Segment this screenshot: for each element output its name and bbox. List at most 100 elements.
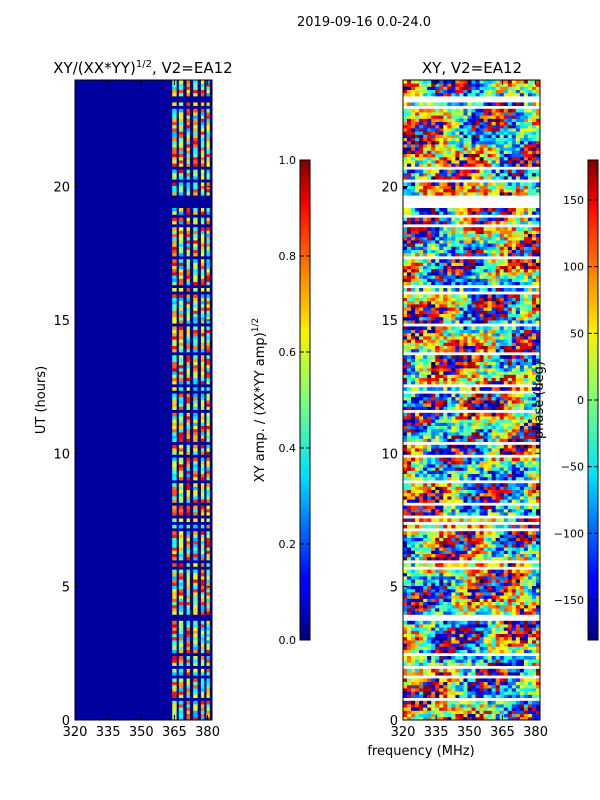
phase-cell — [403, 294, 408, 298]
phase-cell — [455, 691, 460, 695]
phase-cell — [455, 435, 460, 439]
phase-cell — [515, 297, 521, 302]
phase-cell — [519, 406, 525, 410]
phase-cell — [523, 620, 529, 625]
amplitude-cell — [178, 140, 184, 145]
amplitude-cell — [178, 550, 184, 554]
amplitude-cell — [172, 128, 177, 132]
phase-cell — [519, 691, 525, 695]
phase-cell — [451, 368, 456, 372]
phase-cell — [483, 297, 489, 302]
phase-cell — [435, 310, 440, 314]
amplitude-cell — [193, 230, 198, 234]
phase-cell — [503, 595, 509, 599]
phase-cell — [439, 585, 444, 590]
phase-cell — [423, 505, 428, 510]
phase-cell — [467, 396, 472, 401]
phase-cell — [415, 540, 420, 545]
phase-cell — [511, 656, 517, 660]
phase-cell — [451, 640, 456, 644]
phase-cell — [495, 592, 501, 596]
phase-cell — [515, 492, 521, 497]
phase-cell — [415, 601, 420, 606]
phase-cell — [503, 544, 509, 548]
phase-cell — [511, 572, 517, 577]
phase-cell — [527, 336, 533, 340]
amplitude-cell — [172, 227, 177, 231]
phase-cell — [507, 358, 513, 362]
phase-cell — [403, 326, 408, 330]
phase-cell — [403, 496, 408, 500]
phase-cell — [531, 483, 537, 487]
phase-cell — [423, 377, 428, 382]
amplitude-cell — [200, 396, 205, 401]
phase-cell — [487, 531, 493, 535]
phase-cell — [511, 486, 517, 490]
phase-cell — [503, 563, 509, 567]
phase-cell — [499, 656, 505, 660]
phase-cell — [519, 396, 525, 401]
amplitude-cell — [206, 192, 210, 196]
phase-cell — [419, 473, 424, 478]
phase-cell — [411, 627, 416, 631]
phase-cell — [487, 377, 493, 382]
phase-cell — [463, 406, 468, 410]
phase-cell — [487, 576, 493, 580]
phase-cell — [411, 630, 416, 634]
phase-cell — [479, 499, 484, 503]
phase-cell — [475, 278, 480, 282]
phase-cell — [443, 592, 448, 596]
phase-cell — [411, 624, 416, 628]
phase-cell — [435, 704, 440, 708]
phase-cell — [467, 505, 472, 510]
amplitude-cell — [193, 598, 198, 602]
phase-cell — [519, 544, 525, 548]
amplitude-cell — [206, 489, 210, 494]
phase-cell — [495, 473, 501, 478]
phase-cell — [439, 278, 444, 282]
amplitude-cell — [172, 172, 177, 177]
phase-cell — [403, 534, 408, 538]
phase-cell — [447, 412, 452, 417]
phase-cell — [411, 646, 416, 650]
phase-cell — [431, 716, 436, 721]
phase-cell — [523, 553, 529, 558]
phase-cell — [511, 288, 517, 292]
phase-cell — [511, 492, 517, 497]
phase-cell — [463, 380, 468, 385]
amplitude-cell — [172, 86, 177, 90]
phase-cell — [483, 400, 489, 404]
amplitude-cell — [206, 684, 210, 689]
phase-cell — [531, 380, 537, 385]
phase-cell — [455, 476, 460, 481]
phase-cell — [431, 470, 436, 474]
amplitude-cell — [172, 288, 177, 292]
phase-cell — [403, 579, 408, 583]
phase-cell — [407, 640, 412, 644]
phase-cell — [511, 531, 517, 535]
phase-cell — [439, 656, 444, 660]
phase-cell — [403, 288, 408, 292]
amplitude-cell — [186, 163, 190, 167]
phase-cell — [475, 332, 480, 337]
phase-cell — [451, 550, 456, 554]
phase-cell — [427, 572, 432, 577]
phase-cell — [435, 585, 440, 590]
phase-cell — [531, 361, 537, 366]
amplitude-cell — [200, 553, 205, 558]
phase-cell — [483, 640, 489, 644]
phase-cell — [419, 544, 424, 548]
phase-cell — [435, 288, 440, 292]
phase-cell — [403, 387, 408, 391]
phase-cell — [403, 476, 408, 481]
phase-cell — [467, 428, 472, 433]
phase-cell — [427, 432, 432, 436]
phase-cell — [407, 540, 412, 545]
amplitude-cell — [206, 412, 210, 417]
phase-cell — [435, 489, 440, 494]
phase-cell — [423, 428, 428, 433]
phase-cell — [459, 608, 464, 612]
amplitude-cell — [206, 438, 210, 442]
phase-cell — [515, 659, 521, 663]
amplitude-cell — [200, 300, 205, 305]
